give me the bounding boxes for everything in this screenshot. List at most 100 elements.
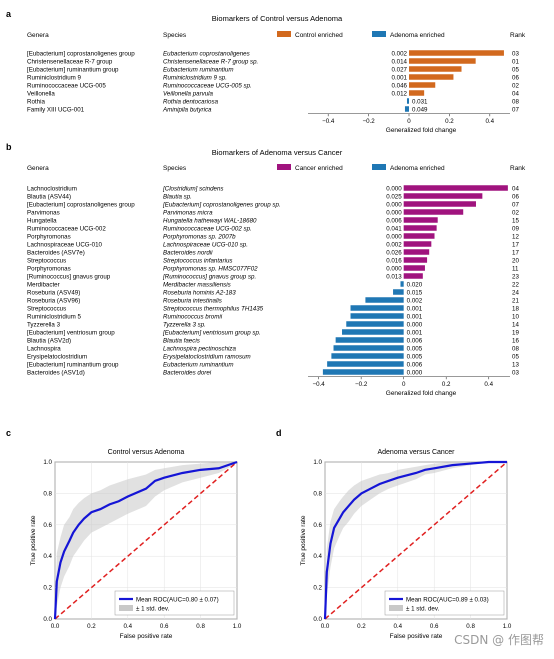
genus-label: Lachnoclostridium [27,185,77,192]
bar [409,90,425,96]
panel-c-roc-chart: Control versus Adenoma 0.00.0 0.2 0.2 0.4 0.4… [30,449,242,640]
bar [403,273,423,279]
rank-label: 12 [512,233,519,240]
pvalue-label: 0.016 [386,257,402,264]
legend-std-swatch [119,605,133,611]
bar [327,361,404,367]
rank-label: 05 [512,353,519,360]
bar [403,257,428,263]
genus-label: Bacteroides (ASV7e) [27,249,85,256]
pvalue-label: 0.013 [386,273,402,280]
pvalue-label: 0.006 [386,217,402,224]
species-label: Roseburia hominis A2-183 [163,289,236,296]
species-label: Eubacterium ruminantium [163,361,234,368]
pvalue-label: 0.046 [392,82,408,89]
y-axis-title: True positive rate [30,515,37,565]
genus-label: Tyzzerella 3 [27,321,61,328]
y-tick-label: 0.0 [313,616,322,623]
species-label: Ruminococcus bromii [163,313,223,320]
y-tick-label: 1.0 [43,459,52,466]
rank-label: 06 [512,193,519,200]
genus-label: Christensenellaceae R-7 group [27,58,113,65]
genus-label: Porphyromonas [27,233,71,240]
panel-a-species-header: Species [163,32,187,39]
rank-label: 14 [512,321,519,328]
pvalue-label: 0.002 [386,241,402,248]
x-axis-title: Generalized fold change [386,127,457,134]
rank-label: 21 [512,297,519,304]
panel-b-species-header: Species [163,165,187,172]
species-label: Eubacterium ruminantium [163,66,234,73]
panel-c-letter: c [6,428,11,438]
panel-a-legend-control-swatch [277,31,291,37]
bar [403,241,432,247]
bar [393,289,404,295]
pvalue-label: 0.000 [386,209,402,216]
panel-b-legend-adenoma: Adenoma enriched [390,165,445,172]
rank-label: 08 [512,345,519,352]
pvalue-label: 0.001 [407,329,423,336]
bar [333,345,404,351]
species-label: Eubacterium coprostanoligenes [163,50,250,57]
rank-label: 03 [512,369,519,376]
pvalue-label: 0.001 [392,74,408,81]
bar [403,249,430,255]
bar [400,281,404,287]
x-tick-label: 0.8 [466,623,475,630]
bar [331,353,404,359]
panel-b-legend-cancer-swatch [277,164,291,170]
panel-a-rank-header: Rank [510,32,526,39]
bar [403,217,438,223]
genus-label: Ruminiclostridium 5 [27,313,82,320]
x-axis-title: Generalized fold change [386,390,457,397]
x-tick-label: −0.2 [355,381,368,388]
rank-label: 22 [512,281,519,288]
bar [346,321,404,327]
pvalue-label: 0.000 [386,233,402,240]
bar [403,193,483,199]
x-tick-label: 0.2 [87,623,96,630]
panel-c: c Control versus Adenoma 0.00.0 0.2 0.2 0.4 0… [6,428,242,640]
x-tick-label: 0.4 [484,381,493,388]
y-tick-label: 0.6 [313,522,322,529]
bar [342,329,404,335]
species-label: Merdibacter massiliensis [163,281,231,288]
pvalue-label: 0.041 [386,225,402,232]
species-label: [Clostridium] scindens [162,185,224,192]
mean-roc-line [323,460,507,620]
species-label: Bacteroides nordii [163,249,213,256]
species-label: Christensenellaceae R-7 group sp. [163,58,258,65]
species-label: [Ruminococcus] gnavus group sp. [162,273,256,280]
y-tick-label: 0.4 [43,553,52,560]
x-tick-label: 0.6 [430,623,439,630]
species-label: Blautia sp. [163,193,192,200]
bar [409,66,462,72]
species-label: Streptococcus infantarius [163,257,232,264]
bar [335,337,404,343]
rank-label: 07 [512,201,519,208]
rank-label: 10 [512,313,519,320]
x-axis-title: False positive rate [390,633,443,640]
genus-label: Family XIII UCG-001 [27,106,85,113]
species-label: Blautia faecis [163,337,200,344]
bar [403,201,476,207]
rank-label: 13 [512,361,519,368]
pvalue-label: 0.031 [412,98,428,105]
bar [404,106,409,112]
genus-label: [Eubacterium] coprostanoligenes group [27,201,135,208]
panel-a-legend-adenoma: Adenoma enriched [390,32,445,39]
x-tick-label: −0.4 [313,381,326,388]
x-tick-label: 1.0 [233,623,242,630]
genus-label: [Eubacterium] coprostanoligenes group [27,50,135,57]
panel-a-letter: a [6,9,12,19]
bar [409,50,504,56]
rank-label: 07 [512,106,519,113]
bar [409,74,454,80]
panel-a-legend-adenoma-swatch [372,31,386,37]
pvalue-label: 0.000 [386,201,402,208]
legend-box [114,590,235,616]
x-tick-label: 0.0 [51,623,60,630]
panel-b-letter: b [6,142,12,152]
genus-label: Porphyromonas [27,265,71,272]
pvalue-label: 0.000 [386,185,402,192]
